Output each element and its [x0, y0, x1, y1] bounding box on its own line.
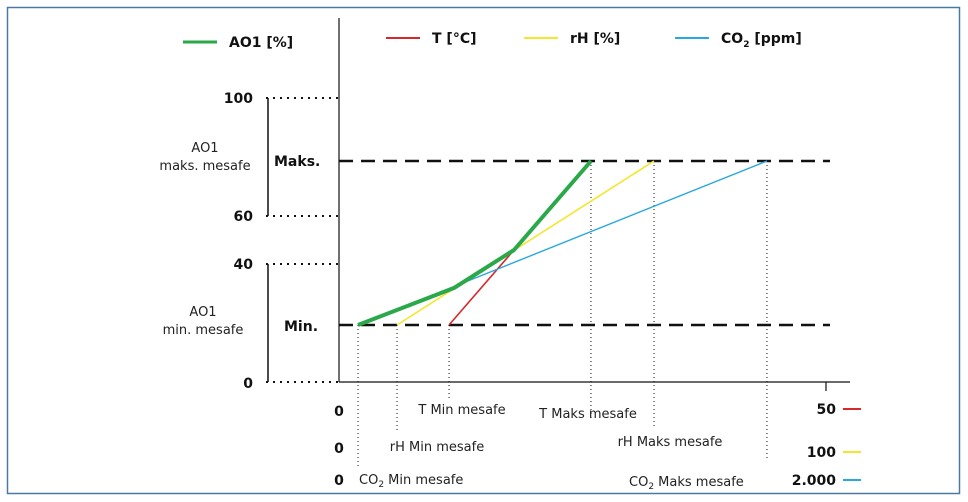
min-level-label: Min.: [284, 319, 318, 335]
max-range-label-line2: maks. mesafe: [159, 159, 250, 174]
diagram-frame: [6, 6, 961, 495]
temperature-curve: [448, 249, 515, 326]
y-tick-100-label: 100: [224, 91, 253, 107]
min-range-label-line1: AO1: [189, 305, 216, 320]
x-row-rh-max-label: rH Maks mesafe: [618, 435, 723, 450]
humidity-curve: [396, 160, 655, 326]
x-row-co2-min-label: CO2 Min mesafe: [359, 473, 463, 490]
x-row-t-max-label: T Maks mesafe: [538, 407, 637, 422]
x-row-t-end-label: 50: [817, 402, 837, 418]
ao1-output-curve: [357, 159, 593, 327]
max-range-label-line1: AO1: [191, 141, 218, 156]
legend-temperature-label: T [°C]: [432, 31, 477, 47]
x-row-rh-min-label: rH Min mesafe: [390, 440, 484, 455]
x-row-t-zero: 0: [334, 404, 344, 420]
y-tick-0-label: 0: [243, 376, 253, 392]
x-row-t-min-label: T Min mesafe: [417, 403, 505, 418]
x-row-rh-zero: 0: [334, 441, 344, 457]
min-range-label-line2: min. mesafe: [163, 323, 244, 338]
legend-humidity-label: rH [%]: [570, 31, 620, 47]
max-level-label: Maks.: [274, 154, 320, 170]
x-row-co2-max-label: CO2 Maks mesafe: [629, 475, 744, 492]
legend-co2-label: CO2 [ppm]: [721, 31, 802, 50]
legend-ao1-label: AO1 [%]: [229, 35, 293, 51]
x-row-co2-zero: 0: [334, 473, 344, 489]
y-tick-60-label: 60: [234, 209, 254, 225]
x-row-rh-end-label: 100: [807, 445, 836, 461]
x-row-co2-end-label: 2.000: [792, 473, 837, 489]
y-tick-40-label: 40: [234, 257, 254, 273]
